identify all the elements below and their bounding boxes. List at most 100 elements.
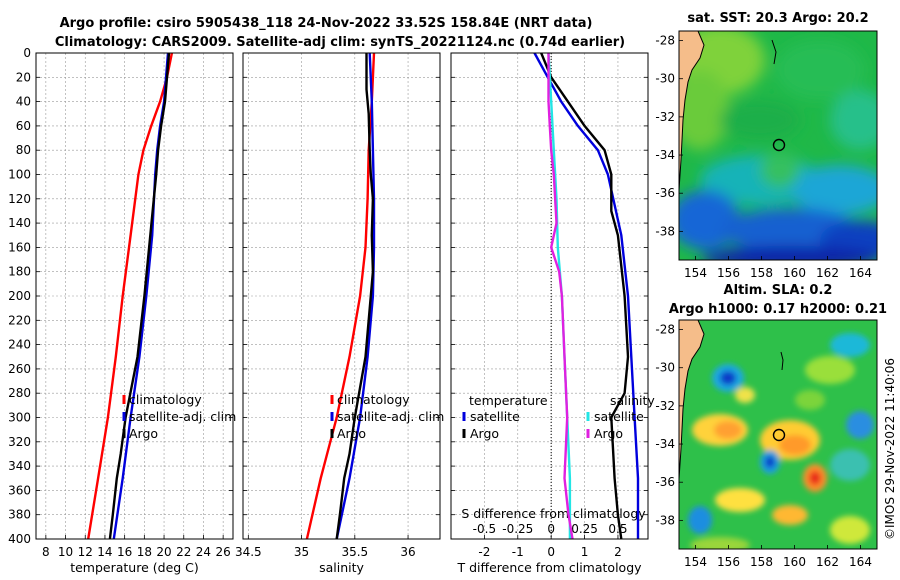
map-ytick-label: -38 (655, 513, 675, 527)
xtick-label: 26 (216, 545, 231, 559)
xtick-label: 10 (58, 545, 73, 559)
map-ytick-label: -36 (655, 475, 675, 489)
ytick-label: 40 (16, 95, 31, 109)
xtick-label: 2 (614, 545, 622, 559)
xtick-label: 22 (176, 545, 191, 559)
ytick-label: 100 (8, 168, 31, 182)
series-t-satellite (533, 52, 640, 539)
figure-title-line1: Argo profile: csiro 5905438_118 24-Nov-2… (60, 16, 593, 31)
legend-label: satellite (594, 409, 644, 424)
map-ytick-label: -32 (655, 110, 675, 124)
sla-argo-marker (772, 428, 786, 442)
legend-salinity-title: salinity (610, 393, 655, 408)
profile-panels: 0204060801001201401601802002202402602803… (8, 46, 655, 575)
series-s-argo (547, 53, 574, 540)
map-ytick-label: -30 (655, 72, 675, 86)
xaxis-label: salinity (319, 560, 364, 575)
xtick-label: 12 (78, 545, 93, 559)
panel-salinity: 34.5 35 35.5 36 salinity climatology satellite… (235, 52, 444, 575)
map-xtick-label: 158 (750, 266, 773, 280)
legend-label: satellite-adj. clim (129, 409, 236, 424)
series-argo (108, 52, 171, 540)
series-climatology (87, 52, 174, 540)
legend-label: climatology (337, 392, 410, 407)
ytick-label: 340 (8, 459, 31, 473)
xtick-label: 1 (581, 545, 589, 559)
stick-label: 0.5 (608, 522, 627, 536)
map-xtick-label: 164 (849, 266, 872, 280)
legend-label: satellite (470, 409, 520, 424)
legend-label: Argo (337, 426, 366, 441)
series-t-argo (540, 52, 630, 540)
ytick-label: 240 (8, 338, 31, 352)
legend-label: Argo (129, 426, 158, 441)
map-ytick-label: -28 (655, 34, 675, 48)
legend-label: Argo (594, 426, 623, 441)
stick-label: 0 (547, 522, 555, 536)
stick-label: -0.5 (473, 522, 496, 536)
map-xtick-label: 154 (684, 266, 707, 280)
map-ytick-label: -36 (655, 186, 675, 200)
map-ytick-label: -30 (655, 361, 675, 375)
ytick-label: 160 (8, 240, 31, 254)
map-ytick-label: -38 (655, 224, 675, 238)
sst-map: sat. SST: 20.3 Argo: 20.2 (655, 11, 878, 280)
series-argo (335, 53, 375, 540)
xtick-label: -1 (512, 545, 524, 559)
xtick-label: 8 (42, 545, 50, 559)
xtick-label: 0 (547, 545, 555, 559)
map-xtick-label: 156 (717, 266, 740, 280)
ytick-label: 400 (8, 532, 31, 546)
xtick-label: 20 (156, 545, 171, 559)
xtick-label: 18 (137, 545, 152, 559)
xtick-label: 34.5 (235, 545, 262, 559)
saxis-label: S difference from climatology (461, 506, 646, 521)
ytick-label: 20 (16, 70, 31, 84)
panel-difference: -2 -1 0 1 2T difference from climatology -0.5… (450, 52, 655, 575)
ytick-label: 380 (8, 508, 31, 522)
xaxis-label: temperature (deg C) (70, 560, 199, 575)
legend-temperature-title: temperature (469, 393, 548, 408)
map-ytick-label: -34 (655, 148, 675, 162)
panel-temperature: 0 20 40 60 80 100 120 140 160 180 200 220 240 260 280 3… (8, 46, 236, 575)
figure-title-line2: Climatology: CARS2009. Satellite-adj cli… (55, 35, 625, 50)
stick-label: 0.25 (571, 522, 598, 536)
stick-label: -0.25 (502, 522, 533, 536)
legend-label: climatology (129, 392, 202, 407)
ytick-label: 320 (8, 435, 31, 449)
imos-watermark: ©IMOS 29-Nov-2022 11:40:06 (883, 358, 897, 540)
xtick-label: 35.5 (341, 545, 368, 559)
xtick-label: 14 (97, 545, 112, 559)
xtick-label: 16 (117, 545, 132, 559)
legend-label: Argo (470, 426, 499, 441)
ytick-label: 360 (8, 483, 31, 497)
ytick-label: 280 (8, 386, 31, 400)
map-xtick-label: 162 (816, 266, 839, 280)
ytick-label: 220 (8, 313, 31, 327)
sst-argo-marker (772, 138, 786, 152)
map-ytick-label: -28 (655, 323, 675, 337)
ytick-label: 180 (8, 265, 31, 279)
legend-label: satellite-adj. clim (337, 409, 444, 424)
ytick-label: 0 (23, 46, 31, 60)
sst-map-title: sat. SST: 20.3 Argo: 20.2 (687, 11, 868, 26)
map-xtick-label: 164 (849, 555, 872, 569)
xaxis-label: T difference from climatology (456, 560, 642, 575)
sla-map: Altim. SLA: 0.2 Argo h1000: 0.17 h2000: … (655, 283, 887, 569)
ytick-label: 60 (16, 119, 31, 133)
sla-map-title-line2: Argo h1000: 0.17 h2000: 0.21 (669, 302, 887, 317)
xtick-label: 35 (294, 545, 309, 559)
ytick-label: 300 (8, 411, 31, 425)
ytick-label: 120 (8, 192, 31, 206)
map-xtick-label: 156 (717, 555, 740, 569)
plot-frame (242, 52, 441, 540)
map-xtick-label: 160 (783, 266, 806, 280)
map-xtick-label: 158 (750, 555, 773, 569)
map-ytick-label: -34 (655, 437, 675, 451)
map-ytick-label: -32 (655, 399, 675, 413)
map-xtick-label: 154 (684, 555, 707, 569)
ytick-label: 80 (16, 143, 31, 157)
ytick-label: 200 (8, 289, 31, 303)
xtick-label: 24 (196, 545, 211, 559)
